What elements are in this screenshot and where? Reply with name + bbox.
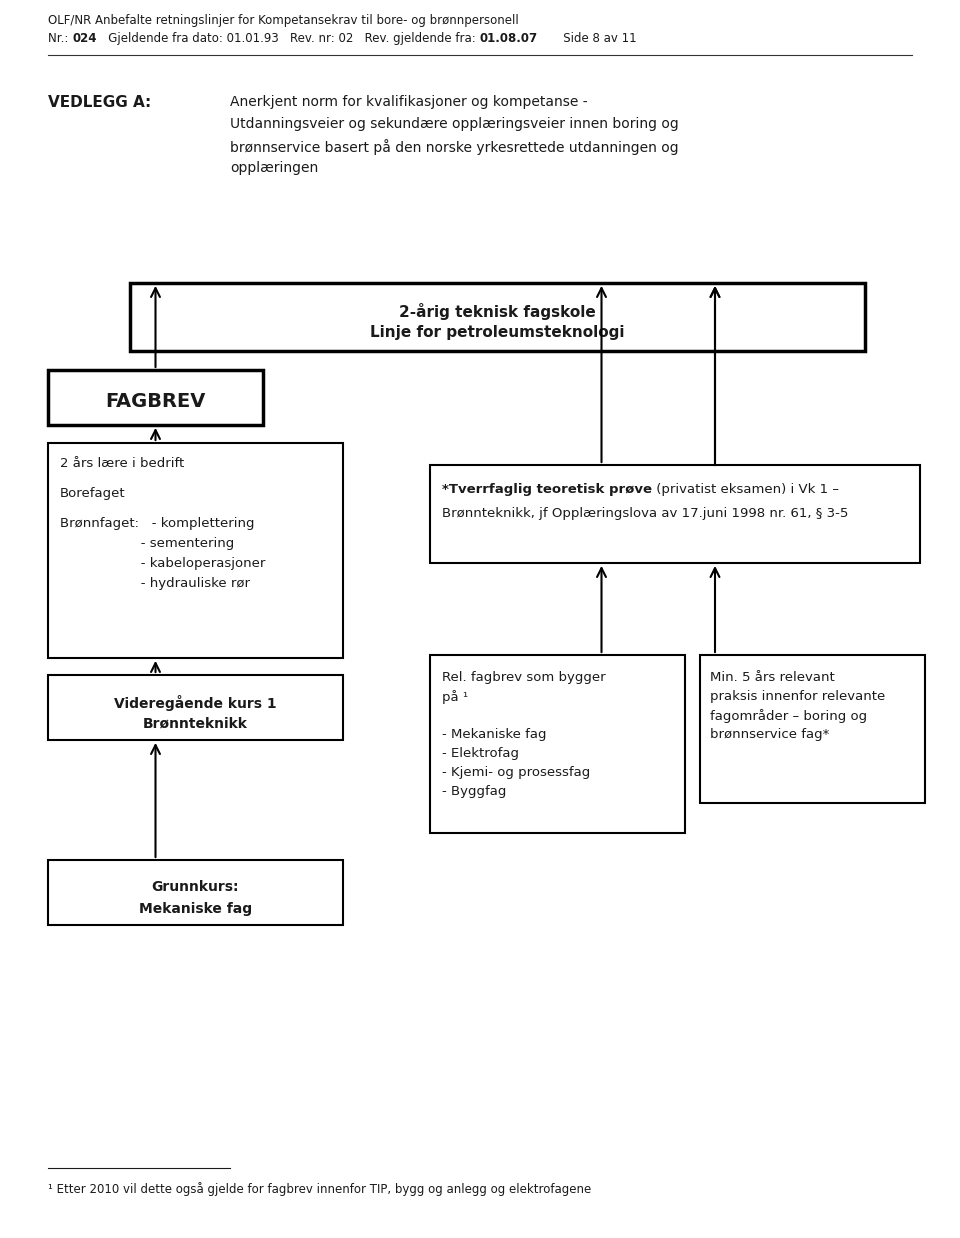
Bar (48, 370, 263, 425)
Text: på ¹: på ¹ (442, 690, 468, 704)
Text: Borefaget: Borefaget (60, 487, 126, 500)
Bar (700, 655, 925, 803)
Text: 01.08.07: 01.08.07 (479, 32, 538, 45)
Bar (48, 675, 343, 740)
Text: - hydrauliske rør: - hydrauliske rør (60, 577, 250, 591)
Text: Rel. fagbrev som bygger: Rel. fagbrev som bygger (442, 671, 606, 685)
Bar (48, 443, 343, 659)
Text: - Kjemi- og prosessfag: - Kjemi- og prosessfag (442, 766, 590, 779)
Text: Videregående kurs 1: Videregående kurs 1 (114, 695, 276, 711)
Text: - sementering: - sementering (60, 537, 234, 550)
Text: Anerkjent norm for kvalifikasjoner og kompetanse -: Anerkjent norm for kvalifikasjoner og ko… (230, 95, 588, 109)
Bar (48, 860, 343, 925)
Text: Min. 5 års relevant: Min. 5 års relevant (710, 671, 835, 685)
Text: 2 års lære i bedrift: 2 års lære i bedrift (60, 457, 184, 470)
Text: OLF/NR Anbefalte retningslinjer for Kompetansekrav til bore- og brønnpersonell: OLF/NR Anbefalte retningslinjer for Komp… (48, 14, 518, 27)
Text: (privatist eksamen) i Vk 1 –: (privatist eksamen) i Vk 1 – (652, 483, 839, 496)
Text: VEDLEGG A:: VEDLEGG A: (48, 95, 152, 110)
Text: - Elektrofag: - Elektrofag (442, 747, 519, 760)
Text: Side 8 av 11: Side 8 av 11 (538, 32, 636, 45)
Text: Gjeldende fra dato: 01.01.93   Rev. nr: 02   Rev. gjeldende fra:: Gjeldende fra dato: 01.01.93 Rev. nr: 02… (97, 32, 479, 45)
Text: Linje for petroleumsteknologi: Linje for petroleumsteknologi (371, 326, 625, 340)
Text: Brønnfaget:   - komplettering: Brønnfaget: - komplettering (60, 517, 254, 530)
Bar (130, 284, 865, 352)
Text: 2-årig teknisk fagskole: 2-årig teknisk fagskole (399, 303, 596, 319)
Text: brønnservice fag*: brønnservice fag* (710, 728, 829, 742)
Text: Mekaniske fag: Mekaniske fag (139, 903, 252, 916)
Text: *Tverrfaglig teoretisk prøve: *Tverrfaglig teoretisk prøve (442, 483, 652, 496)
Text: - kabeloperasjoner: - kabeloperasjoner (60, 557, 265, 569)
Bar (430, 465, 920, 563)
Text: Grunnkurs:: Grunnkurs: (152, 880, 239, 894)
Text: FAGBREV: FAGBREV (106, 392, 205, 411)
Text: fagområder – boring og: fagområder – boring og (710, 709, 867, 723)
Text: Brønnteknikk, jf Opplæringslova av 17.juni 1998 nr. 61, § 3-5: Brønnteknikk, jf Opplæringslova av 17.ju… (442, 508, 849, 520)
Text: - Byggfag: - Byggfag (442, 785, 506, 799)
Text: praksis innenfor relevante: praksis innenfor relevante (710, 690, 885, 703)
Text: opplæringen: opplæringen (230, 161, 319, 175)
Text: Nr.:: Nr.: (48, 32, 72, 45)
Text: Utdanningsveier og sekundære opplæringsveier innen boring og: Utdanningsveier og sekundære opplæringsv… (230, 118, 679, 131)
Text: - Mekaniske fag: - Mekaniske fag (442, 728, 546, 742)
Text: 024: 024 (72, 32, 97, 45)
Bar (430, 655, 685, 833)
Text: Brønnteknikk: Brønnteknikk (143, 717, 248, 730)
Text: ¹ Etter 2010 vil dette også gjelde for fagbrev innenfor TIP, bygg og anlegg og e: ¹ Etter 2010 vil dette også gjelde for f… (48, 1182, 591, 1196)
Text: brønnservice basert på den norske yrkesrettede utdanningen og: brønnservice basert på den norske yrkesr… (230, 139, 679, 155)
